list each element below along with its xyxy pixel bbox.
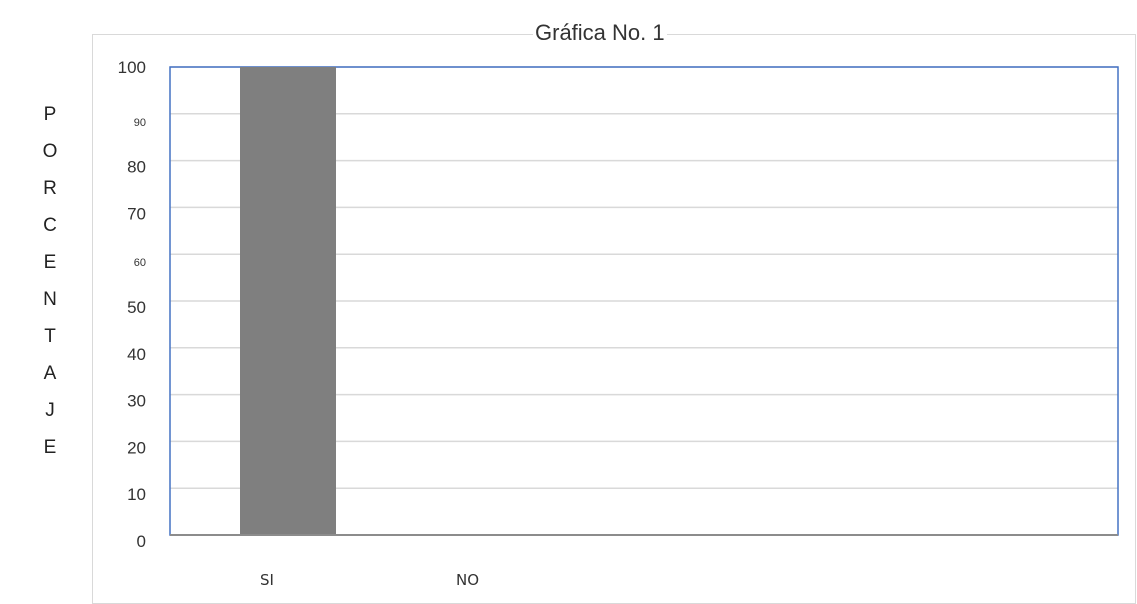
y-tick-label: 30 <box>127 392 146 411</box>
y-axis-label-letter: E <box>43 252 57 273</box>
x-tick-label: SI <box>260 571 274 589</box>
y-tick-label: 50 <box>127 298 146 317</box>
y-tick-label: 80 <box>127 158 146 177</box>
y-axis-label-letter: T <box>44 326 56 347</box>
y-axis-label-letter: R <box>43 178 57 199</box>
y-tick-label: 90 <box>134 117 146 129</box>
y-axis-label-letter: J <box>45 400 55 421</box>
x-tick-label: NO <box>456 571 479 589</box>
y-axis-label-letter: A <box>43 363 57 384</box>
y-tick-label: 40 <box>127 345 146 364</box>
y-tick-label: 70 <box>127 204 146 223</box>
y-tick-label: 60 <box>134 257 146 269</box>
y-axis-label-letter: C <box>43 215 57 236</box>
y-axis-label-letter: P <box>43 104 57 125</box>
y-tick-label: 0 <box>137 532 146 551</box>
y-tick-label: 20 <box>127 438 146 457</box>
y-tick-label: 100 <box>118 58 146 77</box>
y-axis-label-letter: N <box>43 289 57 310</box>
chart-title: Gráfica No. 1 <box>533 20 667 46</box>
bar-si <box>240 67 336 535</box>
y-axis-label-letter: E <box>43 437 57 458</box>
y-axis-label-letter: O <box>42 141 58 162</box>
y-tick-label: 10 <box>127 485 146 504</box>
